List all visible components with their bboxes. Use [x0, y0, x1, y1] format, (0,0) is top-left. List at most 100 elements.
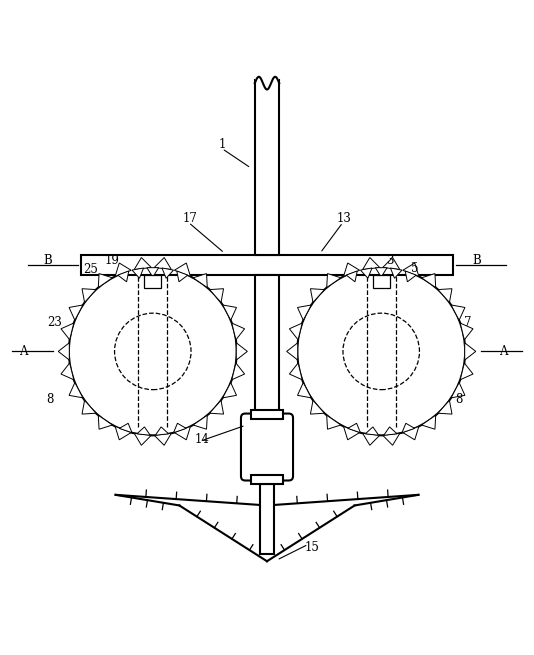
Polygon shape — [134, 257, 151, 270]
Bar — [250, 411, 284, 419]
Polygon shape — [384, 427, 397, 436]
Polygon shape — [193, 415, 207, 429]
Bar — [260, 483, 274, 554]
Text: 8: 8 — [456, 393, 463, 405]
FancyBboxPatch shape — [241, 413, 293, 481]
Text: 8: 8 — [46, 393, 54, 405]
Polygon shape — [343, 426, 360, 440]
Polygon shape — [174, 263, 191, 276]
Polygon shape — [209, 400, 224, 414]
Polygon shape — [118, 271, 129, 282]
Polygon shape — [297, 383, 311, 398]
Text: 19: 19 — [105, 253, 119, 267]
Polygon shape — [403, 426, 419, 440]
Polygon shape — [147, 268, 159, 277]
Polygon shape — [383, 433, 400, 445]
Text: A: A — [499, 345, 508, 358]
Circle shape — [114, 313, 191, 390]
Bar — [255, 275, 279, 418]
Polygon shape — [61, 363, 74, 380]
Polygon shape — [154, 433, 171, 445]
Polygon shape — [465, 343, 476, 360]
Circle shape — [297, 267, 465, 436]
Text: B: B — [473, 253, 481, 267]
Bar — [255, 75, 279, 81]
Bar — [81, 255, 453, 275]
Polygon shape — [451, 305, 465, 320]
Polygon shape — [82, 400, 96, 414]
Polygon shape — [209, 289, 224, 303]
Text: 17: 17 — [183, 212, 198, 225]
Polygon shape — [438, 400, 452, 414]
Polygon shape — [69, 305, 83, 320]
Polygon shape — [310, 289, 325, 303]
Text: 15: 15 — [305, 542, 319, 554]
Polygon shape — [82, 289, 96, 303]
Polygon shape — [460, 323, 473, 340]
Polygon shape — [137, 427, 150, 436]
Circle shape — [343, 313, 420, 390]
Polygon shape — [348, 423, 360, 433]
Polygon shape — [223, 305, 237, 320]
Polygon shape — [154, 257, 171, 270]
Text: 1: 1 — [218, 138, 225, 151]
Polygon shape — [289, 363, 302, 380]
Polygon shape — [327, 274, 341, 288]
Polygon shape — [451, 383, 465, 398]
Polygon shape — [177, 271, 188, 282]
Polygon shape — [421, 415, 436, 429]
Polygon shape — [438, 289, 452, 303]
Polygon shape — [58, 343, 69, 360]
Polygon shape — [61, 323, 74, 340]
Polygon shape — [383, 257, 400, 270]
Polygon shape — [69, 383, 83, 398]
Polygon shape — [405, 271, 416, 282]
Text: 14: 14 — [195, 432, 210, 445]
Polygon shape — [327, 415, 341, 429]
Polygon shape — [232, 363, 245, 380]
Polygon shape — [155, 427, 169, 436]
Polygon shape — [98, 274, 113, 288]
Bar — [144, 275, 161, 288]
Polygon shape — [236, 343, 247, 360]
Text: 7: 7 — [464, 316, 472, 329]
Polygon shape — [390, 268, 402, 278]
Polygon shape — [360, 268, 372, 278]
Polygon shape — [115, 426, 131, 440]
Text: A: A — [19, 345, 28, 358]
Polygon shape — [162, 268, 174, 278]
Bar — [373, 275, 390, 288]
Polygon shape — [119, 423, 132, 433]
Text: 3: 3 — [387, 253, 394, 267]
Polygon shape — [223, 383, 237, 398]
Polygon shape — [343, 263, 360, 276]
Polygon shape — [132, 268, 144, 278]
Polygon shape — [310, 400, 325, 414]
Polygon shape — [363, 433, 380, 445]
Polygon shape — [421, 274, 436, 288]
Polygon shape — [297, 305, 311, 320]
Polygon shape — [98, 415, 113, 429]
Text: 23: 23 — [47, 316, 62, 329]
Text: 25: 25 — [83, 263, 98, 276]
Polygon shape — [375, 268, 387, 277]
Polygon shape — [403, 263, 419, 276]
Polygon shape — [174, 426, 191, 440]
Circle shape — [69, 267, 237, 436]
Polygon shape — [346, 271, 357, 282]
Polygon shape — [365, 427, 379, 436]
Bar — [255, 81, 279, 255]
Polygon shape — [460, 363, 473, 380]
Polygon shape — [232, 323, 245, 340]
Bar — [250, 475, 284, 483]
Polygon shape — [115, 263, 131, 276]
Polygon shape — [287, 343, 298, 360]
Text: 13: 13 — [336, 212, 351, 225]
Polygon shape — [363, 257, 380, 270]
Polygon shape — [134, 433, 151, 445]
Text: 5: 5 — [411, 261, 419, 274]
Polygon shape — [174, 423, 186, 433]
Text: B: B — [44, 253, 52, 267]
Polygon shape — [289, 323, 302, 340]
Polygon shape — [193, 274, 207, 288]
